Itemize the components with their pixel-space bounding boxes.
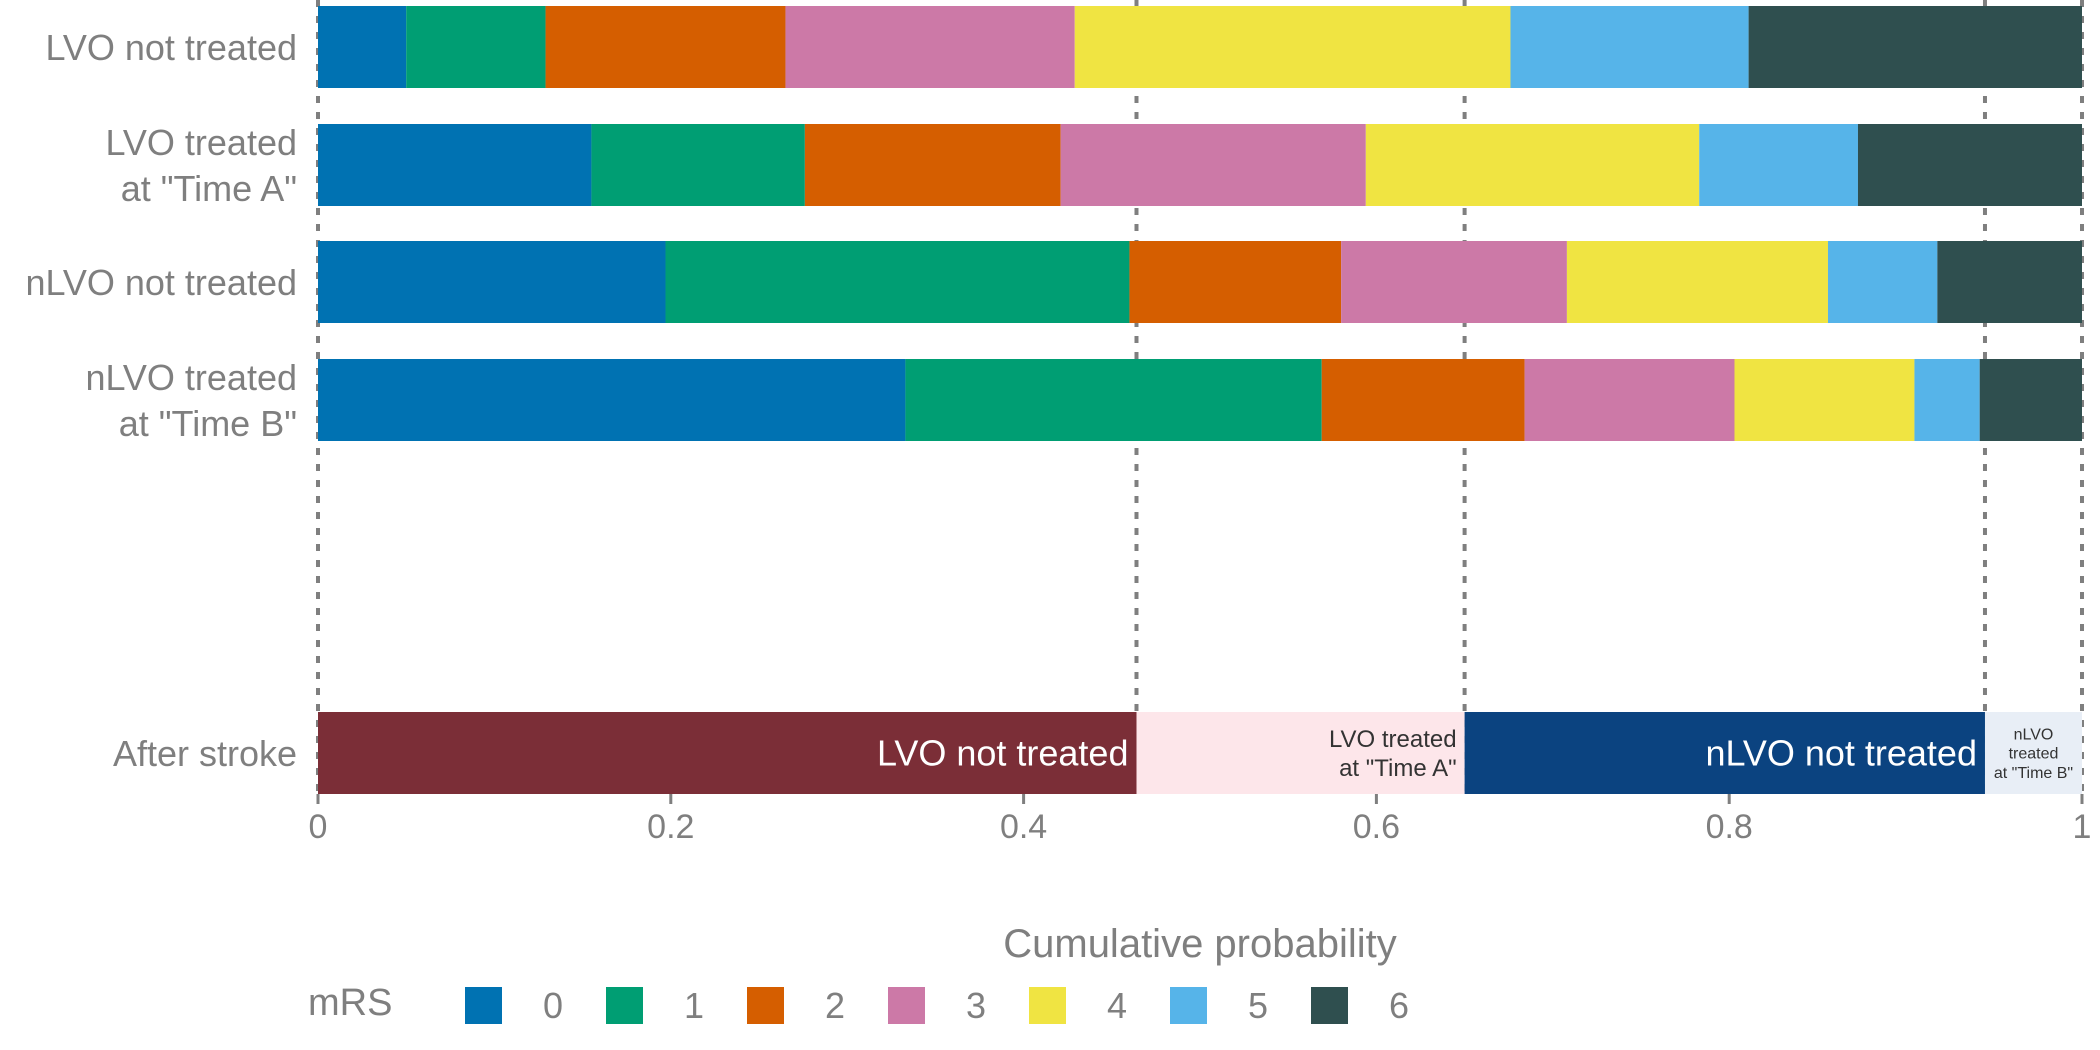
row-label: LVO treated at "Time A" (106, 122, 297, 209)
legend-swatch (465, 987, 502, 1024)
x-tick-label: 0.2 (647, 808, 694, 846)
bar-segment (1734, 359, 1915, 441)
bar-segment (545, 6, 786, 88)
bar-segment (1510, 6, 1749, 88)
x-tick-label: 0.4 (1000, 808, 1047, 846)
after-stroke-segment-label: nLVO treated at "Time B" (1994, 726, 2073, 781)
bar-segment (318, 124, 592, 206)
bar-segment (1321, 359, 1525, 441)
bar-segment (1979, 359, 2082, 441)
legend-swatch (1311, 987, 1348, 1024)
legend-label: 3 (966, 985, 986, 1026)
after-stroke-segment (1984, 712, 2082, 794)
bar-segment (591, 124, 805, 206)
legend-label: 0 (543, 985, 563, 1026)
after-stroke-segment (318, 712, 1137, 794)
bar-segment (1341, 241, 1567, 323)
bar-segment (1566, 241, 1828, 323)
bar-segment (318, 6, 407, 88)
after-stroke-segment-label: nLVO not treated (1705, 733, 1977, 774)
bar-segment (1129, 241, 1342, 323)
bar-segment (1914, 359, 1980, 441)
legend-swatch (747, 987, 784, 1024)
row-label: After stroke (113, 733, 297, 774)
legend-swatch (1170, 987, 1207, 1024)
after-stroke-segment-label: LVO treated at "Time A" (1329, 726, 1457, 782)
after-stroke-segment-label: LVO not treated (877, 733, 1129, 774)
legend-title: mRS (308, 982, 392, 1024)
bar-segment (1074, 6, 1511, 88)
after-stroke-segment (1136, 712, 1465, 794)
row-label: LVO not treated (46, 27, 298, 68)
legend: mRS 0 1 2 3 4 5 6 (308, 982, 1409, 1026)
row-label: nLVO not treated (25, 262, 297, 303)
bar-segment (1748, 6, 2082, 88)
x-axis: 0 0.2 0.4 0.6 0.8 1 (309, 794, 2092, 846)
bar-segment (406, 6, 546, 88)
legend-label: 2 (825, 985, 845, 1026)
legend-swatch (606, 987, 643, 1024)
row-labels: LVO not treated LVO treated at "Time A" nLV… (25, 27, 297, 774)
legend-label: 6 (1389, 985, 1409, 1026)
legend-label: 1 (684, 985, 704, 1026)
x-tick-label: 0.8 (1706, 808, 1753, 846)
bar-segment (1060, 124, 1366, 206)
bar-segment (785, 6, 1075, 88)
bar-segment (1827, 241, 1938, 323)
x-tick-label: 0 (309, 808, 328, 846)
legend-swatch (888, 987, 925, 1024)
row-label: nLVO treated at "Time B" (86, 357, 297, 444)
bar-segment (804, 124, 1061, 206)
x-tick-label: 1 (2073, 808, 2092, 846)
bar-segment (1857, 124, 2082, 206)
bar-segment (1524, 359, 1735, 441)
x-axis-title: Cumulative probability (1003, 922, 1397, 966)
legend-swatch (1029, 987, 1066, 1024)
after-stroke-segment (1464, 712, 1985, 794)
bar-segment (1365, 124, 1700, 206)
legend-label: 5 (1248, 985, 1268, 1026)
legend-label: 4 (1107, 985, 1127, 1026)
bar-segment (665, 241, 1130, 323)
bar-segment (318, 241, 666, 323)
bar-segment (318, 359, 906, 441)
after-stroke-row: LVO not treated LVO treated at "Time A" nLV… (318, 712, 2082, 794)
bar-rows (318, 6, 2082, 441)
x-tick-label: 0.6 (1353, 808, 1400, 846)
bar-segment (905, 359, 1322, 441)
bar-segment (1699, 124, 1858, 206)
bar-segment (1937, 241, 2082, 323)
